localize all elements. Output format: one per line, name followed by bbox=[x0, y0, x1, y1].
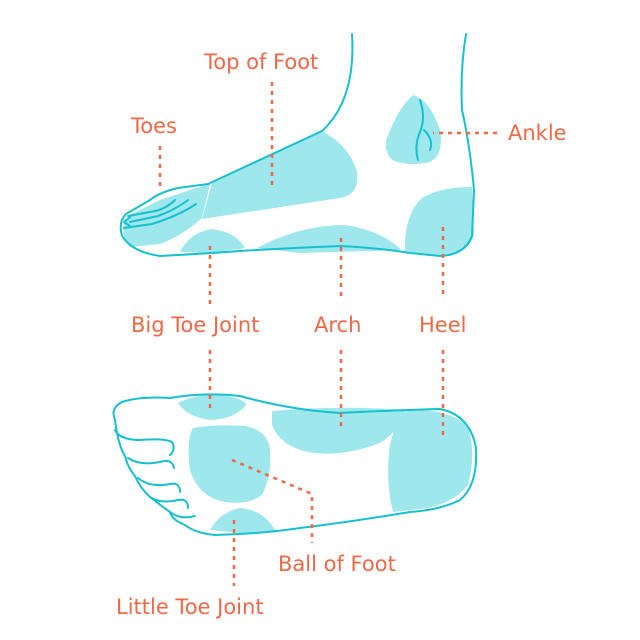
leader-lines bbox=[158, 82, 497, 586]
side-foot-outline bbox=[119, 33, 475, 257]
ankle-bone-line bbox=[415, 99, 424, 161]
sole-little-toe-joint-zone bbox=[210, 508, 276, 534]
sole-foot-outline bbox=[112, 393, 478, 536]
heel-zone bbox=[404, 187, 474, 256]
top-of-foot-label: Top of Foot bbox=[204, 50, 319, 74]
ankle-zone bbox=[385, 95, 441, 165]
ball-of-foot-label: Ball of Foot bbox=[278, 552, 396, 576]
toe-nail bbox=[123, 216, 131, 227]
sole-arch-zone bbox=[272, 407, 406, 454]
toe-crease-2 bbox=[129, 199, 189, 223]
toes-label: Toes bbox=[131, 114, 177, 138]
little-toe-joint-label: Little Toe Joint bbox=[116, 595, 264, 619]
heel-label: Heel bbox=[419, 313, 467, 337]
toe-crease-3 bbox=[123, 203, 197, 229]
toe-crease-1 bbox=[127, 199, 176, 217]
sole-big-toe-joint-zone bbox=[178, 394, 246, 420]
toe-3-outline bbox=[137, 477, 181, 493]
ball-of-foot-leader bbox=[231, 458, 314, 543]
toe-1-outline bbox=[114, 429, 175, 456]
toe-4-outline bbox=[149, 496, 189, 509]
top-of-foot-zone bbox=[202, 131, 358, 219]
side-view-foot bbox=[119, 33, 475, 257]
toe-5-outline bbox=[169, 511, 196, 519]
ankle-label: Ankle bbox=[508, 121, 567, 145]
ankle-bone-line-2 bbox=[423, 129, 433, 151]
toe-2-outline bbox=[127, 457, 175, 469]
arch-zone bbox=[257, 225, 402, 253]
big-toe-joint-zone bbox=[180, 229, 245, 253]
sole-ball-of-foot-zone bbox=[188, 425, 271, 503]
sole-heel-zone bbox=[388, 409, 473, 512]
big-toe-joint-label: Big Toe Joint bbox=[131, 313, 260, 337]
arch-label: Arch bbox=[314, 313, 362, 337]
sole-view-foot bbox=[112, 393, 478, 536]
